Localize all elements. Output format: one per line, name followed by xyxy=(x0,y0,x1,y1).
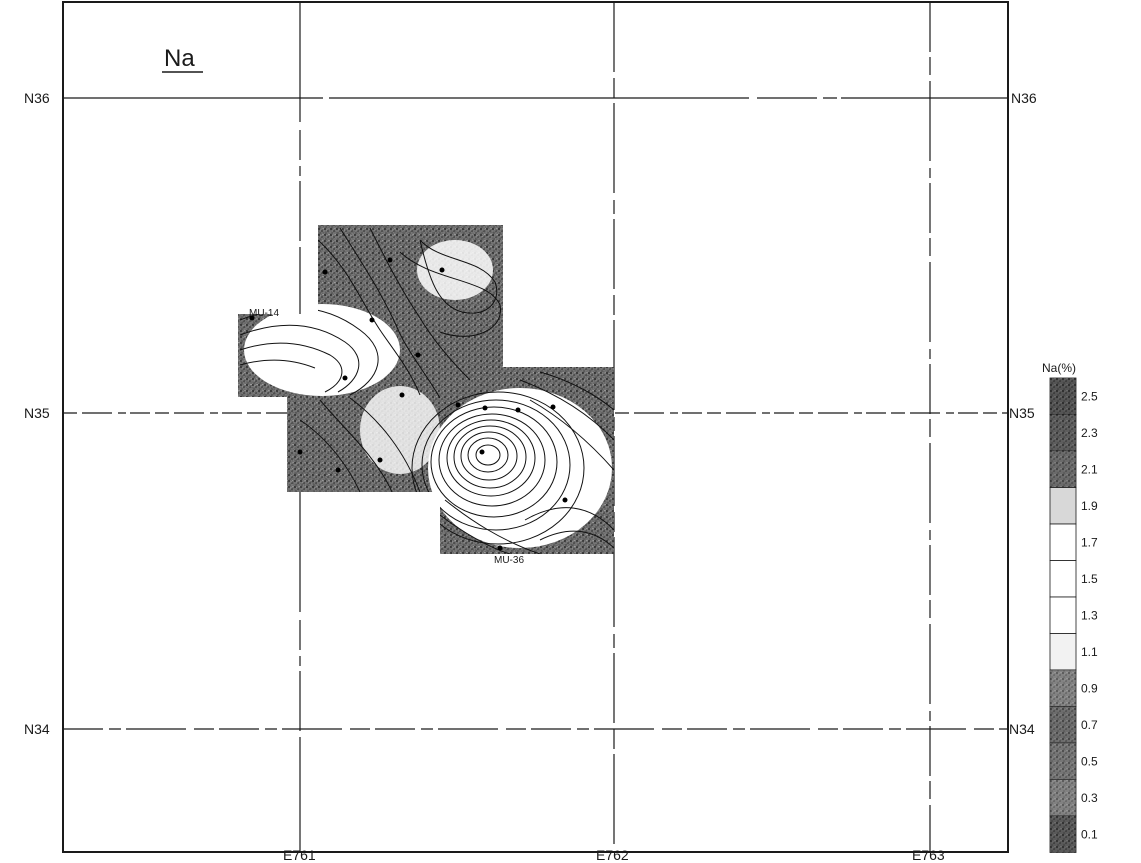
legend-value-label: 0.7 xyxy=(1081,718,1098,732)
easting-label-e763: E763 xyxy=(912,847,945,863)
legend-swatch-texture xyxy=(1050,414,1076,451)
sample-label-mu-14: MU-14 xyxy=(249,308,279,319)
map-title: Na xyxy=(164,45,195,72)
map-frame xyxy=(62,1,1009,853)
northing-label-n36-right: N36 xyxy=(1011,90,1037,106)
legend-value-label: 2.1 xyxy=(1081,462,1098,476)
legend-swatch-texture xyxy=(1050,670,1076,707)
legend-value-label: 0.3 xyxy=(1081,791,1098,805)
legend-swatch-texture xyxy=(1050,451,1076,488)
legend-swatch xyxy=(1049,633,1077,671)
legend-swatch-texture xyxy=(1050,743,1076,780)
contour-lines xyxy=(239,227,614,554)
legend-swatch xyxy=(1049,560,1077,598)
legend-color-ramp: 2.5 2.3 2.1 1.9 1.7 1.5 1.3 1.1 0.9 0.7 0.5 0.3 0.1 xyxy=(1049,377,1098,853)
northing-label-n36-left: N36 xyxy=(24,90,50,106)
legend-value-label: 0.1 xyxy=(1081,827,1098,841)
legend-swatch-texture xyxy=(1050,779,1076,816)
legend: Na(%) 2.5 2.3 2.1 1.9 1.7 1.5 1.3 1.1 0.9 0.7 0.5 0… xyxy=(1042,361,1098,853)
northing-label-n34-left: N34 xyxy=(24,721,50,737)
sample-label-mu-36: MU-36 xyxy=(494,555,524,566)
northing-label-n35-right: N35 xyxy=(1009,405,1035,421)
easting-label-e762: E762 xyxy=(596,847,629,863)
legend-value-label: 1.9 xyxy=(1081,499,1098,513)
legend-value-label: 0.5 xyxy=(1081,754,1098,768)
legend-swatch-texture xyxy=(1050,816,1076,853)
legend-value-label: 0.9 xyxy=(1081,681,1098,695)
legend-swatch xyxy=(1049,487,1077,525)
legend-value-label: 1.5 xyxy=(1081,572,1098,586)
legend-value-label: 2.3 xyxy=(1081,426,1098,440)
legend-swatch-texture xyxy=(1050,378,1076,415)
legend-swatch xyxy=(1049,596,1077,634)
legend-value-label: 1.7 xyxy=(1081,535,1098,549)
legend-value-label: 2.5 xyxy=(1081,389,1098,403)
sample-points xyxy=(249,257,568,551)
legend-swatch xyxy=(1049,523,1077,561)
legend-title: Na(%) xyxy=(1042,361,1076,375)
northing-label-n34-right: N34 xyxy=(1009,721,1035,737)
northing-label-n35-left: N35 xyxy=(24,405,50,421)
legend-value-label: 1.1 xyxy=(1081,645,1098,659)
sodium-contour-region xyxy=(238,225,614,554)
legend-value-label: 1.3 xyxy=(1081,608,1098,622)
legend-swatch-texture xyxy=(1050,706,1076,743)
easting-label-e761: E761 xyxy=(283,847,316,863)
